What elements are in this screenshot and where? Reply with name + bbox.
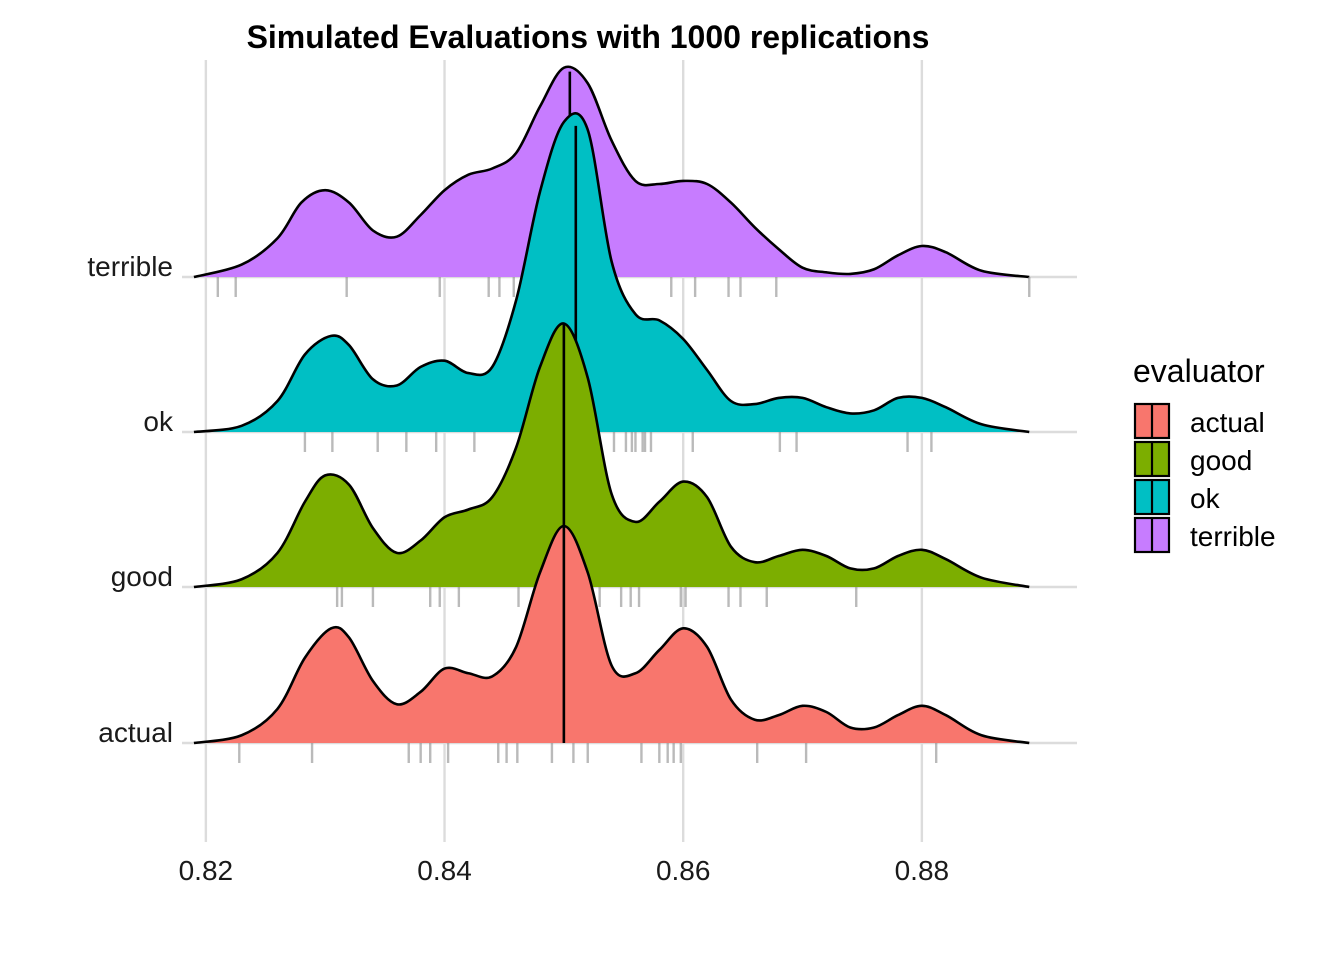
legend-item-good: good (1133, 440, 1252, 478)
density-line-good (193, 322, 1030, 589)
x-tick-label: 0.84 (417, 855, 472, 886)
chart-title: Simulated Evaluations with 1000 replicat… (247, 19, 930, 55)
legend: evaluator actual good ok terrible (1133, 353, 1276, 554)
x-tick-label: 0.86 (656, 855, 711, 886)
density-line-terrible (193, 65, 1030, 279)
y-tick-label-actual: actual (98, 717, 173, 748)
density-line-actual (193, 524, 1030, 745)
legend-item-ok: ok (1133, 478, 1221, 516)
density-fill-actual (193, 526, 1030, 743)
legend-label-terrible: terrible (1190, 521, 1276, 552)
ridges (193, 65, 1031, 763)
y-tick-label-good: good (111, 561, 173, 592)
density-fill-terrible (193, 66, 1030, 277)
legend-label-ok: ok (1190, 483, 1221, 514)
y-tick-label-terrible: terrible (87, 251, 173, 282)
x-tick-label: 0.88 (895, 855, 950, 886)
ridge-terrible (193, 65, 1031, 297)
y-tick-label-ok: ok (143, 406, 174, 437)
density-fill-good (193, 323, 1030, 587)
legend-label-actual: actual (1190, 407, 1265, 438)
legend-title: evaluator (1133, 353, 1265, 389)
y-axis-labels: actual good ok terrible (87, 251, 174, 748)
ridge-actual (193, 524, 1030, 763)
density-line-ok (193, 112, 1030, 434)
legend-item-terrible: terrible (1133, 516, 1276, 554)
density-fill-ok (193, 113, 1030, 433)
x-axis-labels: 0.82 0.84 0.86 0.88 (179, 855, 950, 886)
legend-item-actual: actual (1133, 402, 1265, 440)
legend-label-good: good (1190, 445, 1252, 476)
legend-items: actual good ok terrible (1133, 402, 1276, 554)
x-tick-label: 0.82 (179, 855, 234, 886)
